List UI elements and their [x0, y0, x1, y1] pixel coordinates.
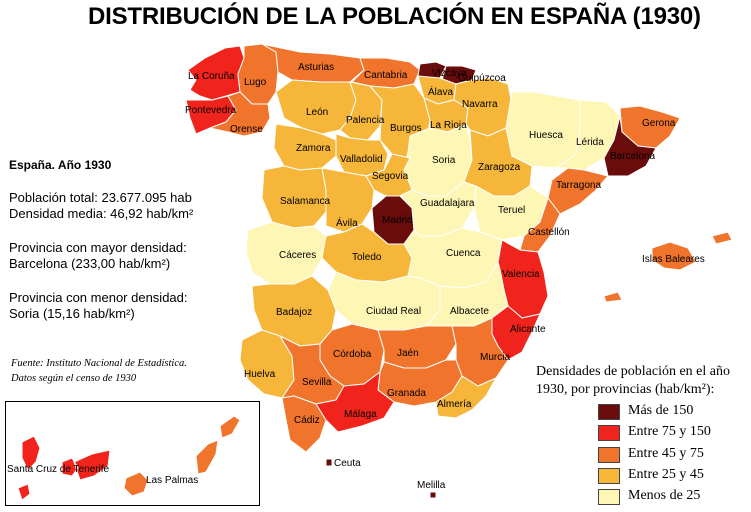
stats-max-density-label: Provincia con mayor densidad: — [9, 240, 187, 255]
province-label-vizcaya: Vizcaya — [432, 68, 467, 79]
province-valladolid — [335, 133, 389, 177]
province-ceuta — [325, 458, 333, 467]
map-title: DISTRIBUCIÓN DE LA POBLACIÓN EN ESPAÑA (… — [88, 3, 701, 30]
stats-max-density-value: Barcelona (233,00 hab/km²) — [9, 256, 171, 271]
province-label-ciudad-real: Ciudad Real — [366, 306, 421, 317]
province-label-guipuzcoa: Guipúzcoa — [458, 73, 506, 84]
province-label-avila: Ávila — [336, 216, 358, 229]
stats-min-density-value: Soria (15,16 hab/km²) — [9, 306, 135, 321]
stats-heading: España. Año 1930 — [9, 158, 112, 172]
province-lugo — [237, 43, 279, 105]
province-label-zaragoza: Zaragoza — [478, 162, 521, 173]
province-las-palmas — [123, 415, 241, 497]
province-label-guadalajara: Guadalajara — [420, 198, 475, 209]
province-label-soria: Soria — [432, 155, 456, 166]
province-label-cuenca: Cuenca — [446, 248, 481, 259]
legend-label: Entre 25 y 45 — [628, 466, 704, 482]
province-label-sevilla: Sevilla — [302, 377, 332, 388]
province-label-lerida: Lérida — [576, 137, 604, 148]
legend-swatch — [598, 446, 620, 463]
province-label-pontevedra: Pontevedra — [185, 105, 237, 116]
province-label-gerona: Gerona — [642, 118, 676, 129]
legend-label: Más de 150 — [628, 403, 694, 418]
province-label-granada: Granada — [387, 388, 426, 399]
legend-swatch — [598, 425, 620, 442]
province-label-santa-cruz-de-tenerife: Santa Cruz de Tenerife — [7, 464, 110, 475]
province-label-navarra: Navarra — [462, 99, 498, 110]
province-label-toledo: Toledo — [352, 252, 382, 263]
stats-total-population: Población total: 23.677.095 hab — [9, 190, 192, 205]
province-murcia — [451, 317, 509, 387]
legend-title-line-2: 1930, por provincias (hab/km²): — [536, 382, 715, 397]
province-islas-baleares — [603, 231, 733, 303]
stats-min-density-label: Provincia con menor densidad: — [9, 290, 188, 305]
province-label-palencia: Palencia — [346, 115, 385, 126]
province-label-murcia: Murcia — [480, 352, 510, 363]
province-label-salamanca: Salamanca — [280, 196, 330, 207]
province-label-la-coruna: La Coruña — [188, 71, 235, 82]
province-label-barcelona: Barcelona — [610, 151, 655, 162]
province-label-islas-baleares: Islas Baleares — [642, 254, 705, 265]
source-line-1: Fuente: Instituto Nacional de Estadístic… — [11, 358, 187, 369]
province-label-madrid: Madrid — [382, 215, 413, 226]
province-label-melilla: Melilla — [417, 480, 446, 491]
province-label-tarragona: Tarragona — [556, 180, 601, 191]
province-label-cordoba: Córdoba — [333, 349, 372, 360]
province-label-asturias: Asturias — [298, 62, 334, 73]
province-label-leon: León — [306, 107, 328, 118]
province-tarragona — [547, 167, 609, 215]
province-label-ceuta: Ceuta — [334, 458, 361, 469]
stats-mean-density: Densidad media: 46,92 hab/km² — [9, 206, 194, 221]
province-label-la-rioja: La Rioja — [430, 120, 467, 131]
province-label-burgos: Burgos — [390, 123, 422, 134]
province-label-alava: Álava — [428, 85, 453, 98]
province-caceres — [245, 221, 327, 285]
province-label-almeria: Almería — [437, 399, 472, 410]
province-label-las-palmas: Las Palmas — [146, 475, 198, 486]
legend-title: Densidades de población en el año 1930, … — [536, 363, 750, 399]
province-label-malaga: Málaga — [344, 409, 377, 420]
province-label-valencia: Valencia — [502, 269, 540, 280]
province-melilla — [429, 491, 437, 499]
province-label-cantabria: Cantabria — [364, 70, 408, 81]
legend-label: Entre 75 y 150 — [628, 424, 711, 440]
province-orense — [209, 91, 271, 137]
canary-islands-inset-frame — [5, 401, 260, 506]
source-line-2: Datos según el censo de 1930 — [11, 373, 137, 384]
province-segovia — [365, 153, 413, 197]
province-label-badajoz: Badajoz — [276, 307, 312, 318]
legend-swatch — [598, 489, 620, 506]
legend-label: Menos de 25 — [628, 488, 701, 504]
province-label-orense: Orense — [230, 124, 263, 135]
legend-swatch — [598, 467, 620, 484]
province-zamora — [273, 123, 337, 171]
province-label-cadiz: Cádiz — [294, 415, 320, 426]
legend-title-line-1: Densidades de población en el año — [536, 364, 730, 379]
province-label-castellon: Castellón — [528, 227, 570, 238]
legend-label: Entre 45 y 75 — [628, 445, 704, 461]
province-label-alicante: Alicante — [510, 324, 546, 335]
province-malaga — [315, 371, 395, 433]
province-label-albacete: Albacete — [450, 306, 489, 317]
province-label-caceres: Cáceres — [279, 250, 316, 261]
province-santa-cruz-de-tenerife — [17, 435, 111, 501]
province-barcelona — [603, 115, 657, 177]
province-label-jaen: Jaén — [397, 348, 419, 359]
province-label-teruel: Teruel — [498, 205, 525, 216]
province-label-valladolid: Valladolid — [340, 154, 383, 165]
province-label-huesca: Huesca — [529, 130, 563, 141]
province-label-lugo: Lugo — [244, 77, 267, 88]
province-almeria — [435, 375, 497, 419]
legend-swatch — [598, 404, 620, 420]
province-cadiz — [281, 395, 327, 453]
source-note: Fuente: Instituto Nacional de Estadístic… — [11, 356, 187, 386]
province-label-segovia: Segovia — [372, 171, 409, 182]
province-label-zamora: Zamora — [296, 143, 331, 154]
province-label-huelva: Huelva — [244, 369, 276, 380]
